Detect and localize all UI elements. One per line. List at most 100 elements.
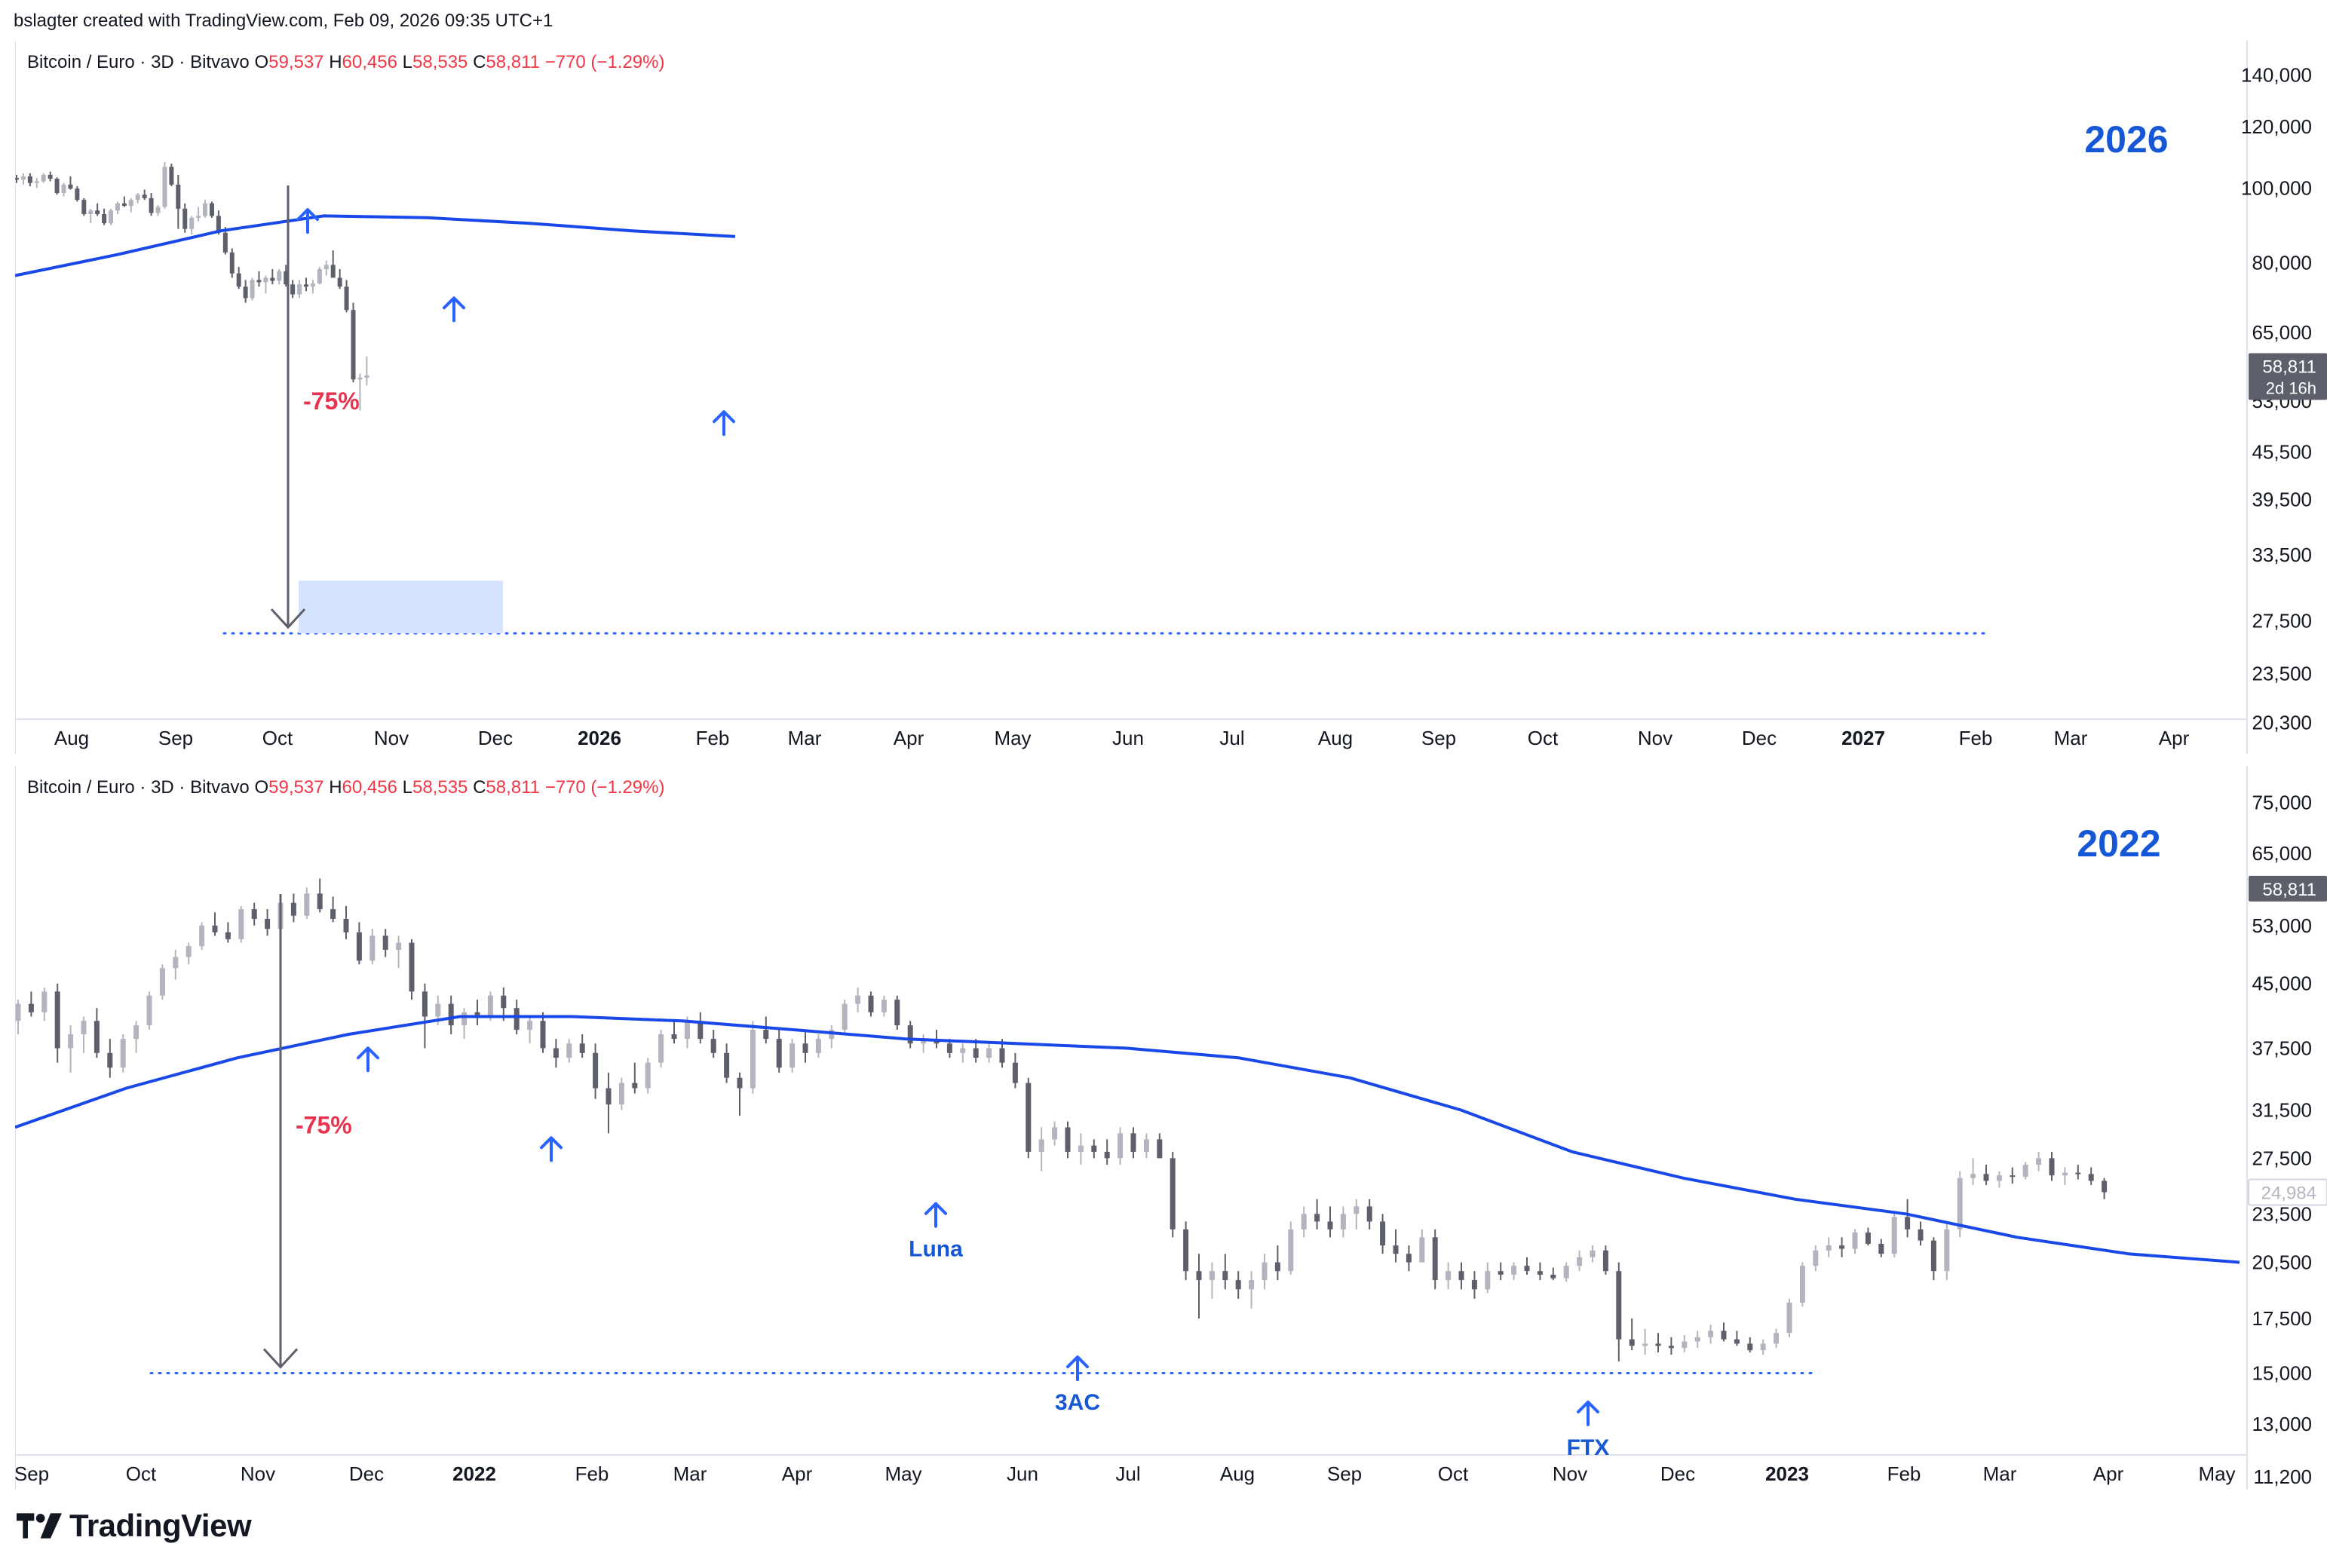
candle[interactable] xyxy=(1157,1133,1163,1159)
candle[interactable] xyxy=(1629,1318,1635,1351)
candle[interactable] xyxy=(310,280,315,294)
candle[interactable] xyxy=(1209,1262,1215,1299)
candle[interactable] xyxy=(789,1039,796,1073)
candle[interactable] xyxy=(290,280,296,299)
candle[interactable] xyxy=(382,929,388,957)
candle[interactable] xyxy=(2036,1151,2042,1171)
candle[interactable] xyxy=(1458,1262,1464,1290)
candle[interactable] xyxy=(81,198,87,216)
candle[interactable] xyxy=(579,1034,585,1058)
candle[interactable] xyxy=(1694,1331,1700,1349)
candle[interactable] xyxy=(1734,1331,1740,1346)
candle[interactable] xyxy=(41,987,48,1021)
candle[interactable] xyxy=(27,173,32,187)
candle[interactable] xyxy=(697,1012,704,1044)
candle[interactable] xyxy=(986,1043,992,1063)
candle[interactable] xyxy=(671,1021,677,1044)
candle[interactable] xyxy=(1590,1245,1596,1263)
candle[interactable] xyxy=(304,887,310,919)
candle[interactable] xyxy=(107,1039,113,1078)
candle[interactable] xyxy=(1708,1325,1714,1344)
chart-2022[interactable]: 75,000 65,000 53,000 45,000 37,500 31,500 27,5… xyxy=(15,766,2327,1490)
candle[interactable] xyxy=(1249,1271,1255,1309)
candle[interactable] xyxy=(169,164,174,187)
candle[interactable] xyxy=(842,1000,848,1035)
candle[interactable] xyxy=(20,173,26,185)
candle[interactable] xyxy=(238,905,244,943)
candle[interactable] xyxy=(1235,1271,1241,1299)
candle[interactable] xyxy=(1340,1206,1346,1238)
candle[interactable] xyxy=(330,250,336,278)
event-marker[interactable] xyxy=(540,1136,563,1162)
candle[interactable] xyxy=(1183,1221,1189,1281)
candle[interactable] xyxy=(1446,1262,1452,1290)
candle[interactable] xyxy=(229,248,235,278)
candle[interactable] xyxy=(61,182,66,197)
candle[interactable] xyxy=(75,186,80,202)
candle[interactable] xyxy=(1524,1257,1530,1275)
candle[interactable] xyxy=(2088,1167,2094,1185)
candle[interactable] xyxy=(1983,1165,1989,1185)
candle[interactable] xyxy=(1511,1262,1517,1281)
candle[interactable] xyxy=(1957,1171,1963,1238)
candle[interactable] xyxy=(133,1021,139,1053)
candle[interactable] xyxy=(1314,1199,1320,1230)
candle[interactable] xyxy=(1918,1221,1924,1246)
event-marker[interactable] xyxy=(713,410,735,436)
candle[interactable] xyxy=(1052,1121,1058,1146)
candle[interactable] xyxy=(553,1039,559,1068)
candle[interactable] xyxy=(1091,1139,1097,1159)
candle[interactable] xyxy=(323,260,329,276)
candle[interactable] xyxy=(68,176,73,190)
chart-pane-2022[interactable]: 75,000 65,000 53,000 45,000 37,500 31,500 27,5… xyxy=(15,766,2327,1490)
candle[interactable] xyxy=(2062,1167,2068,1185)
candle[interactable] xyxy=(1616,1262,1622,1362)
candle[interactable] xyxy=(34,178,39,188)
candle[interactable] xyxy=(1944,1221,1950,1281)
candle[interactable] xyxy=(396,936,402,969)
candle[interactable] xyxy=(2049,1151,2055,1181)
candle[interactable] xyxy=(540,1012,546,1053)
candle[interactable] xyxy=(236,267,241,289)
candle[interactable] xyxy=(802,1030,808,1063)
candle[interactable] xyxy=(1262,1254,1268,1290)
candle[interactable] xyxy=(1563,1262,1569,1282)
candle[interactable] xyxy=(1826,1237,1832,1257)
candle[interactable] xyxy=(290,893,296,923)
candle[interactable] xyxy=(243,280,248,303)
candle[interactable] xyxy=(2010,1167,2016,1184)
candle[interactable] xyxy=(357,373,363,411)
candle[interactable] xyxy=(182,203,188,233)
candle[interactable] xyxy=(1642,1328,1648,1355)
moving-average-line[interactable] xyxy=(15,214,736,277)
candle[interactable] xyxy=(2022,1162,2028,1180)
candle[interactable] xyxy=(343,905,349,939)
candle[interactable] xyxy=(1366,1199,1372,1230)
event-marker[interactable] xyxy=(443,296,465,323)
candle[interactable] xyxy=(1026,1077,1032,1159)
candle[interactable] xyxy=(109,208,114,225)
candle[interactable] xyxy=(1196,1254,1202,1318)
event-marker[interactable] xyxy=(1577,1400,1599,1426)
candle[interactable] xyxy=(356,922,362,965)
candle[interactable] xyxy=(1905,1199,1911,1238)
candle[interactable] xyxy=(1222,1254,1228,1290)
candle[interactable] xyxy=(618,1077,624,1110)
candle[interactable] xyxy=(15,1000,21,1035)
candle[interactable] xyxy=(120,1034,126,1073)
candle[interactable] xyxy=(2075,1165,2081,1180)
candle[interactable] xyxy=(1721,1322,1727,1342)
candle[interactable] xyxy=(881,995,887,1017)
candle[interactable] xyxy=(776,1030,782,1073)
candle[interactable] xyxy=(606,1072,612,1134)
candle[interactable] xyxy=(1786,1298,1792,1337)
candle[interactable] xyxy=(750,1021,756,1094)
candle[interactable] xyxy=(41,173,46,183)
candle[interactable] xyxy=(209,201,214,218)
candle[interactable] xyxy=(1970,1158,1976,1185)
candle[interactable] xyxy=(95,203,100,216)
candle[interactable] xyxy=(1406,1245,1412,1272)
candle[interactable] xyxy=(212,912,218,936)
candle[interactable] xyxy=(921,1034,927,1053)
candle[interactable] xyxy=(351,302,356,383)
